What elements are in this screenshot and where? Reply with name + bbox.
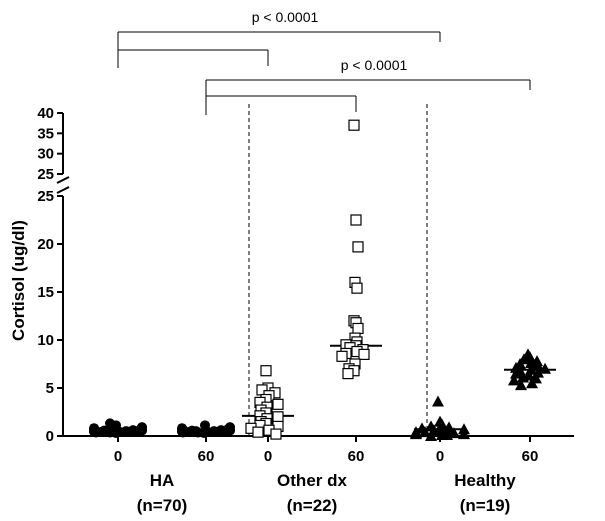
data-point xyxy=(225,422,235,433)
x-tick-label: 60 xyxy=(198,448,215,465)
data-point xyxy=(177,424,187,435)
data-point xyxy=(260,365,272,377)
data-point xyxy=(517,371,529,383)
group-n-label: (n=19) xyxy=(460,496,511,515)
group-label: HA xyxy=(150,471,175,490)
y-tick-label: 30 xyxy=(37,146,54,163)
y-tick-label: 40 xyxy=(37,105,54,122)
data-point xyxy=(508,374,520,386)
p-value-label: p < 0.0001 xyxy=(341,57,408,73)
data-point xyxy=(351,282,363,294)
data-point xyxy=(352,322,364,335)
data-point xyxy=(350,214,362,226)
data-point xyxy=(215,427,225,438)
data-point xyxy=(510,367,522,379)
data-point xyxy=(432,395,444,407)
y-tick-label: 20 xyxy=(37,236,54,253)
x-tick-label: 0 xyxy=(114,448,122,465)
y-tick-label: 5 xyxy=(46,380,54,397)
y-tick-label: 25 xyxy=(37,166,54,183)
data-point xyxy=(525,357,537,369)
data-point xyxy=(526,377,538,389)
data-point xyxy=(342,368,354,380)
data-point xyxy=(200,420,210,431)
y-tick-label: 35 xyxy=(37,125,54,142)
data-point xyxy=(425,430,437,441)
x-tick-label: 60 xyxy=(348,448,365,465)
data-point xyxy=(105,418,115,429)
y-tick-label: 10 xyxy=(37,332,54,349)
group-n-label: (n=70) xyxy=(137,496,188,515)
data-point xyxy=(539,362,551,374)
data-point xyxy=(358,348,370,360)
data-point xyxy=(348,119,360,131)
data-point xyxy=(137,422,147,433)
axis-break-mark xyxy=(56,186,70,194)
data-point xyxy=(419,426,431,438)
x-tick-label: 0 xyxy=(436,448,444,465)
y-tick-label: 15 xyxy=(37,284,54,301)
data-point xyxy=(187,425,197,436)
x-tick-label: 60 xyxy=(522,448,539,465)
data-point xyxy=(272,398,284,410)
data-point xyxy=(352,241,364,253)
data-point xyxy=(441,429,453,441)
y-tick-label: 25 xyxy=(37,188,54,205)
x-tick-label: 0 xyxy=(264,448,272,465)
data-point xyxy=(448,427,460,439)
group-label: Other dx xyxy=(277,471,347,490)
y-tick-label: 0 xyxy=(46,428,54,445)
data-point xyxy=(89,424,99,435)
group-n-label: (n=22) xyxy=(287,496,338,515)
data-point xyxy=(128,427,138,438)
data-point xyxy=(458,428,470,440)
axis-break-mark xyxy=(56,176,70,184)
data-point xyxy=(336,350,348,362)
data-point xyxy=(272,411,284,423)
data-point xyxy=(270,428,282,440)
data-point xyxy=(410,427,422,439)
data-point xyxy=(515,379,527,391)
chart-text: 0 5 10 15 20 25 25 30 35 40 Cortisol (ug/dl) 0 60 0 60… xyxy=(9,9,538,515)
y-axis-title: Cortisol (ug/dl) xyxy=(9,220,28,341)
chart-marks xyxy=(89,119,551,441)
chart-lines xyxy=(56,31,574,442)
group-label: Healthy xyxy=(454,471,516,490)
data-point xyxy=(252,426,264,438)
p-value-label: p < 0.0001 xyxy=(252,9,319,25)
data-point xyxy=(532,359,544,371)
data-point xyxy=(99,425,109,436)
